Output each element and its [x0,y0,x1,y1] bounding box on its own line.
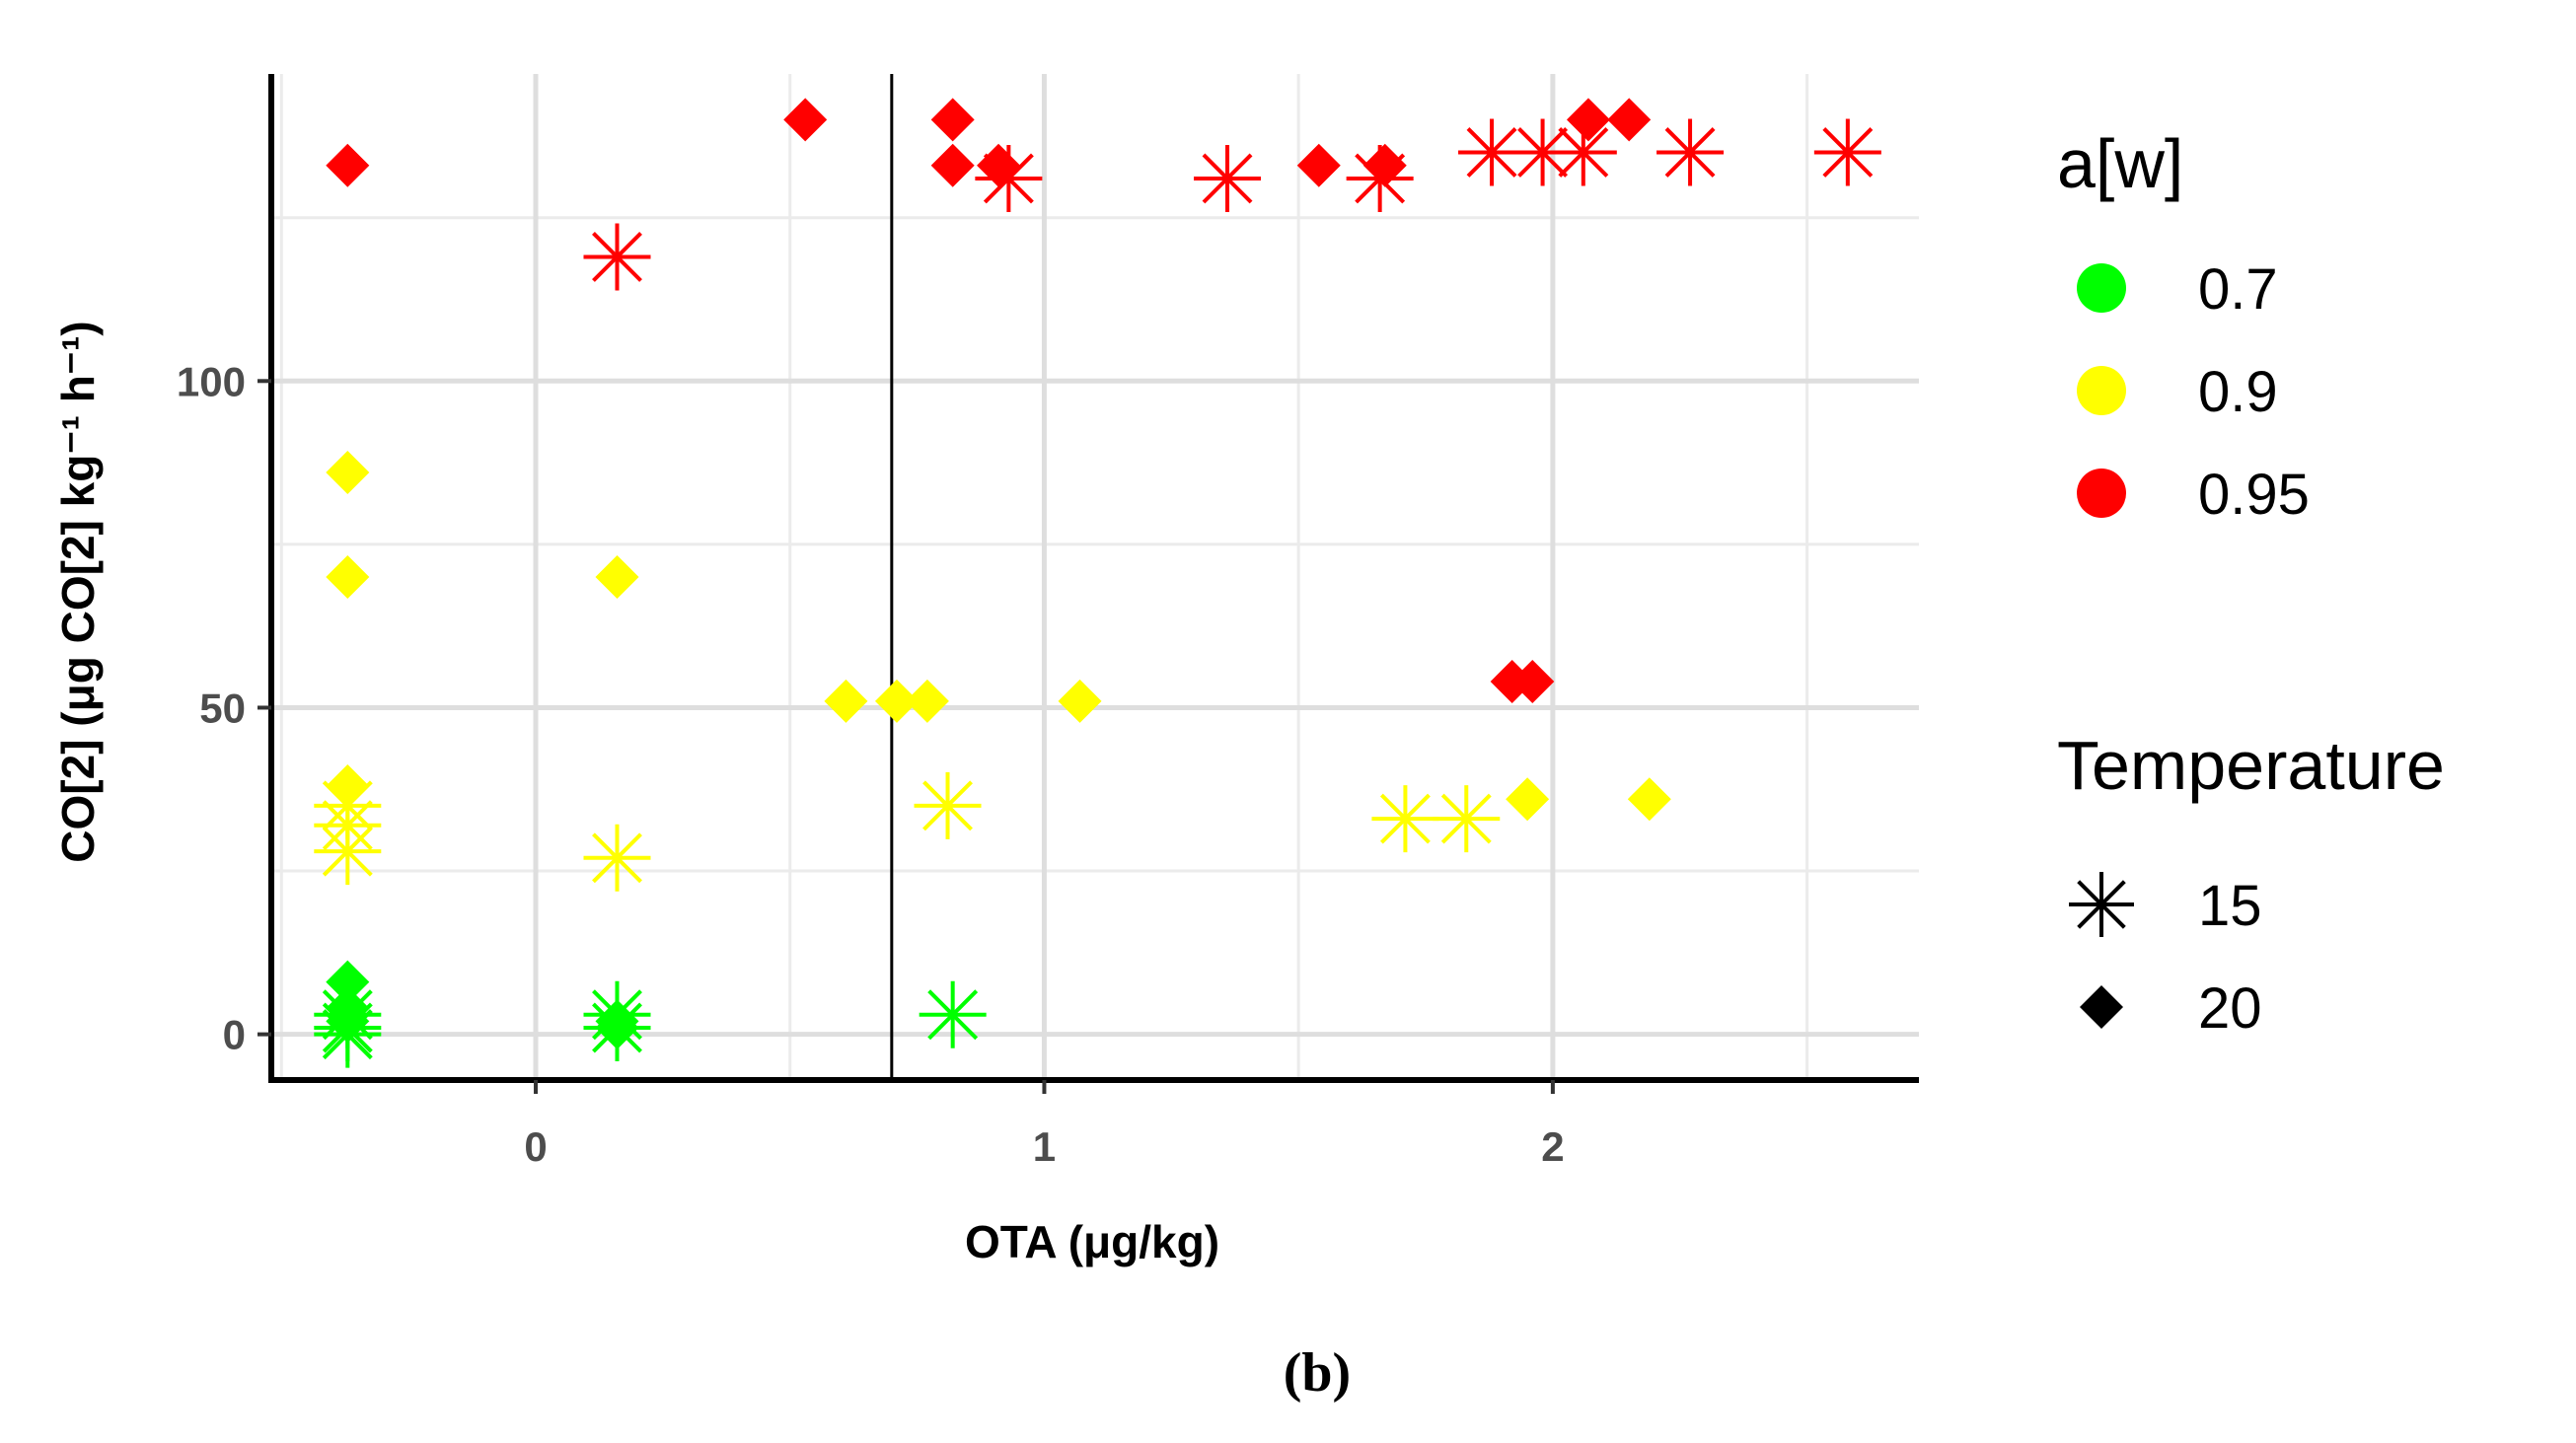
point-aw09-t20 [1058,679,1102,723]
point-aw095-t15 [1458,118,1526,186]
point-aw09-t20 [874,679,919,723]
legend-shape-key [2080,985,2123,1029]
point-aw09-t15-stroke [592,832,642,884]
point-aw095-t15 [1549,118,1617,186]
legend-color-label: 0.7 [2198,257,2278,322]
point-aw095-t15 [1194,144,1262,212]
grid [271,74,1919,1080]
point-aw095-t15-stroke [1517,127,1569,178]
legend-color-label: 0.95 [2198,463,2310,527]
axes: 0 1 2 0 50 100 [177,74,1919,1170]
point-aw095-t15-stroke [1822,127,1874,178]
point-aw09-t15 [914,771,982,839]
point-aw095-t15-stroke [1355,153,1406,204]
point-aw095-t15 [583,223,651,291]
point-aw07-t15 [314,1000,382,1068]
caption: (b) [1284,1342,1351,1404]
legend-shape-title: Temperature [2057,727,2445,804]
x-tick-label: 1 [1033,1123,1056,1170]
legend-shape-key [2069,872,2134,937]
point-aw095-t20 [930,98,975,142]
point-aw095-t20 [1296,143,1341,187]
y-axis-title: CO[2] (μg CO[2] kg⁻¹ h⁻¹) [52,321,104,862]
point-aw09-t15 [314,818,382,886]
legend-shape-label: 15 [2198,874,2262,938]
point-aw09-t15 [1433,785,1501,853]
point-aw07-t15-stroke [592,1002,642,1053]
legend-color-key [2077,366,2126,415]
y-tick-label: 0 [223,1012,246,1058]
point-aw09-t15-stroke [922,780,973,831]
point-aw095-t15 [1346,144,1414,212]
point-aw07-t15 [919,980,987,1048]
point-aw09-t15 [583,824,651,892]
point-aw095-t15-stroke [592,231,642,282]
data-points [314,98,1881,1068]
point-aw095-t20 [326,143,370,187]
point-aw09-t20 [326,451,370,495]
legend-color-key [2077,263,2126,313]
legend-color-entries: 0.7 0.9 0.95 [2077,257,2310,527]
point-aw095-t20 [1566,98,1610,142]
point-aw095-t15-stroke [1558,127,1609,178]
point-aw095-t20 [1362,143,1407,187]
point-aw095-t20 [783,98,828,142]
point-aw095-t20 [977,143,1021,187]
point-aw095-t20 [1510,659,1555,703]
point-aw09-t20 [595,555,639,599]
point-aw09-t15 [1371,785,1439,853]
point-aw09-t20 [824,679,868,723]
x-tick-label: 2 [1541,1123,1564,1170]
legend-color-title: a[w] [2057,125,2183,202]
point-aw09-t20 [1627,777,1671,822]
x-tick-label: 0 [524,1123,547,1170]
legend-color-key [2077,469,2126,518]
legend-shape-label: 20 [2198,976,2262,1041]
point-aw095-t15-stroke [1202,153,1253,204]
y-tick-label: 50 [199,685,246,731]
legend-shape-key-stroke [2077,880,2126,929]
x-axis-title: OTA (μg/kg) [965,1216,1219,1267]
point-aw09-t15-stroke [1379,793,1431,844]
point-aw095-t15 [1656,118,1725,186]
point-aw09-t20 [905,679,949,723]
y-tick-label: 100 [177,358,246,404]
point-aw07-t15 [583,994,651,1062]
point-aw095-t15 [975,144,1043,212]
point-aw09-t20 [326,555,370,599]
point-aw095-t15 [1813,118,1881,186]
point-aw09-t20 [1506,777,1550,822]
point-aw095-t20 [1607,98,1652,142]
point-aw095-t15-stroke [983,153,1034,204]
point-aw07-t15-stroke [322,1009,373,1060]
point-aw09-t15-stroke [1440,793,1492,844]
point-aw095-t20 [930,143,975,187]
point-aw095-t15-stroke [1466,127,1517,178]
legend-color-label: 0.9 [2198,360,2278,424]
point-aw09-t15-stroke [322,826,373,877]
point-aw07-t15-stroke [927,989,979,1041]
point-aw095-t15-stroke [1664,127,1716,178]
